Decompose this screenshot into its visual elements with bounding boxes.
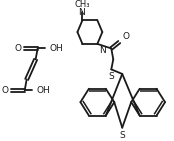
Text: CH₃: CH₃ (75, 0, 90, 9)
Text: OH: OH (50, 44, 63, 53)
Text: N: N (99, 46, 106, 55)
Text: O: O (15, 44, 22, 53)
Text: OH: OH (37, 86, 50, 95)
Text: S: S (108, 72, 114, 81)
Text: O: O (2, 86, 9, 95)
Text: S: S (119, 131, 125, 140)
Text: N: N (78, 8, 85, 17)
Text: O: O (122, 32, 129, 41)
